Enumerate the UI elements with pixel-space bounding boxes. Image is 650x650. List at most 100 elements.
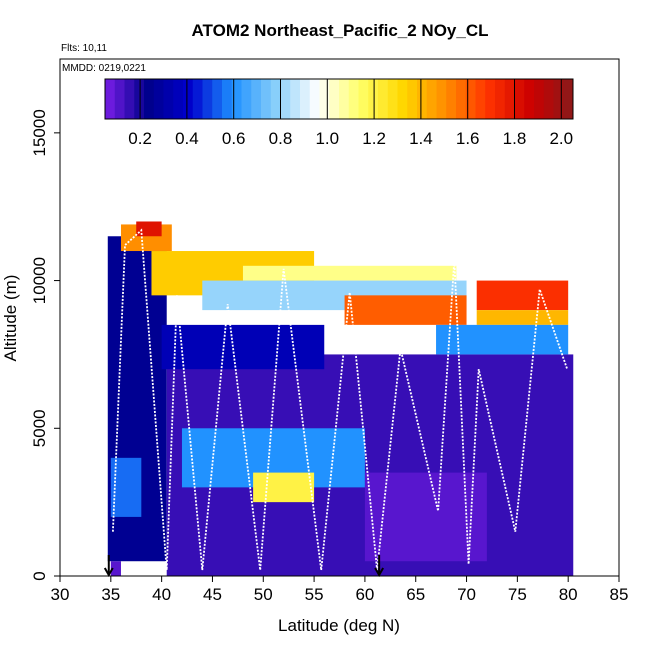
flight-markers [103, 555, 385, 578]
colorbar-segment [309, 79, 320, 119]
colorbar-segment [553, 79, 564, 119]
flight-path [112, 228, 569, 571]
x-tick-label: 35 [101, 585, 120, 604]
y-tick-label: 5000 [30, 409, 49, 447]
colorbar-segment [280, 79, 291, 119]
colorbar-segment [222, 79, 233, 119]
chart-title: ATOM2 Northeast_Pacific_2 NOy_CL [192, 21, 489, 40]
x-tick-label: 30 [51, 585, 70, 604]
y-tick-label: 0 [30, 571, 49, 580]
x-tick-label: 75 [508, 585, 527, 604]
flight-track-line [112, 228, 569, 571]
colorbar-segment [465, 79, 476, 119]
colorbar-segment [514, 79, 525, 119]
colorbar-segment [387, 79, 398, 119]
flights-label: Flts: 10,11 [61, 43, 107, 54]
colorbar-segment [270, 79, 281, 119]
colorbar-segment [446, 79, 457, 119]
colorbar-segment [114, 79, 125, 119]
colorbar-segment [183, 79, 194, 119]
colorbar-segment [348, 79, 359, 119]
colorbar-segment [543, 79, 554, 119]
colorbar-tick-label: 1.4 [409, 129, 433, 148]
heatmap-cell [344, 295, 467, 325]
x-tick-label: 55 [305, 585, 324, 604]
colorbar-segment [426, 79, 437, 119]
colorbar-segment [192, 79, 203, 119]
colorbar-segment [358, 79, 369, 119]
x-axis: 30 35 40 45 50 55 60 65 70 75 80 85 [51, 576, 629, 604]
colorbar [104, 78, 574, 120]
dates-label: MMDD: 0219,0221 [62, 63, 146, 74]
colorbar-segment [319, 79, 330, 119]
heatmap-cell [476, 280, 569, 311]
x-tick-label: 60 [355, 585, 374, 604]
heatmap-cell [436, 324, 569, 355]
colorbar-segment [153, 79, 164, 119]
x-tick-label: 70 [457, 585, 476, 604]
colorbar-segment [241, 79, 252, 119]
colorbar-segment [368, 79, 379, 119]
colorbar-tick-label: 0.8 [269, 129, 293, 148]
heatmap-cells [107, 221, 574, 576]
colorbar-segment [436, 79, 447, 119]
colorbar-tick-label: 1.8 [503, 129, 527, 148]
colorbar-segment [163, 79, 174, 119]
heatmap-cell [253, 472, 315, 503]
flight-marker-arrowhead [103, 567, 114, 578]
heatmap-cell [110, 561, 121, 576]
colorbar-segment [212, 79, 223, 119]
colorbar-segment [475, 79, 486, 119]
colorbar-segment [329, 79, 340, 119]
y-axis-label: Altitude (m) [1, 275, 20, 362]
colorbar-tick-label: 0.2 [128, 129, 152, 148]
colorbar-segment [173, 79, 184, 119]
colorbar-tick-label: 1.0 [315, 129, 339, 148]
colorbar-segment [261, 79, 272, 119]
colorbar-tick-labels: 0.2 0.4 0.6 0.8 1.0 1.2 1.4 1.6 1.8 2.0 [128, 129, 573, 148]
heatmap-cell [110, 457, 142, 517]
colorbar-segment [231, 79, 242, 119]
x-tick-label: 40 [152, 585, 171, 604]
colorbar-segment [290, 79, 301, 119]
colorbar-segment [300, 79, 311, 119]
colorbar-segment [251, 79, 262, 119]
colorbar-segment [397, 79, 408, 119]
plot-frame [59, 58, 620, 577]
x-axis-label: Latitude (deg N) [278, 616, 400, 635]
x-tick-label: 45 [203, 585, 222, 604]
x-tick-label: 85 [610, 585, 629, 604]
x-tick-label: 50 [254, 585, 273, 604]
colorbar-segment [504, 79, 515, 119]
colorbar-segment [124, 79, 135, 119]
colorbar-frame [104, 78, 574, 120]
colorbar-tick-label: 1.2 [362, 129, 386, 148]
heatmap-cell [161, 324, 325, 370]
colorbar-segment [144, 79, 155, 119]
colorbar-segment [456, 79, 467, 119]
heatmap-cell [136, 221, 162, 237]
colorbar-segment [407, 79, 418, 119]
colorbar-segment [524, 79, 535, 119]
y-tick-label: 10000 [30, 257, 49, 304]
colorbar-segment [134, 79, 145, 119]
colorbar-segment [563, 79, 574, 119]
heatmap-cell [476, 310, 569, 325]
x-tick-label: 80 [559, 585, 578, 604]
colorbar-segment [378, 79, 389, 119]
flight-marker-arrowhead [374, 567, 385, 578]
x-tick-label: 65 [406, 585, 425, 604]
colorbar-segment [105, 79, 116, 119]
y-axis: 0 5000 10000 15000 [30, 109, 60, 581]
colorbar-segment [202, 79, 213, 119]
colorbar-segment [485, 79, 496, 119]
colorbar-tick-label: 1.6 [456, 129, 480, 148]
colorbar-tick-label: 0.4 [175, 129, 199, 148]
colorbar-tick-label: 2.0 [549, 129, 573, 148]
colorbar-segment [417, 79, 428, 119]
colorbar-segment [495, 79, 506, 119]
colorbar-segment [339, 79, 350, 119]
y-tick-label: 15000 [30, 109, 49, 156]
colorbar-segment [534, 79, 545, 119]
